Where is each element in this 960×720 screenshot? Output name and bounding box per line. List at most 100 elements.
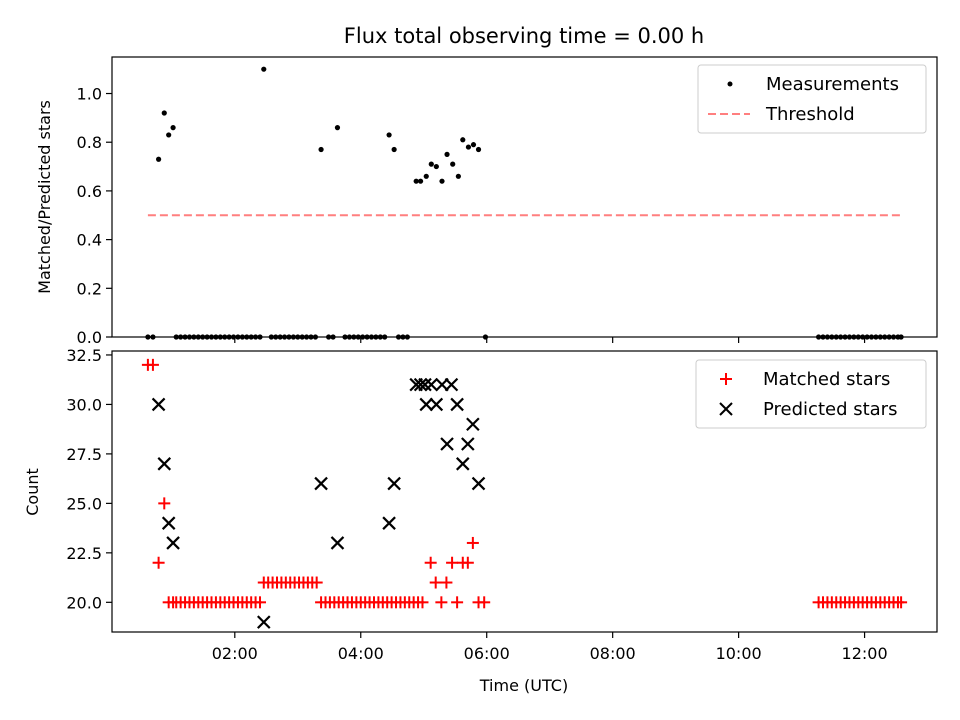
predicted-star-point [413,377,428,392]
measurements-legend-marker [727,81,733,87]
measurement-point [465,144,472,150]
bottom-y-tick-label: 27.5 [66,445,102,464]
bottom-y-tick-label: 32.5 [66,346,102,365]
bottom-legend: Matched stars Predicted stars [695,359,927,429]
measurement-point [428,161,434,167]
bottom-y-axis-label: Count [23,468,42,516]
bottom-y-tick-label: 25.0 [66,494,102,513]
measurement-point [161,110,167,116]
measurement-point [444,151,450,157]
matched-star-point [466,536,479,549]
top-y-tick-label: 0.4 [77,231,102,250]
top-y-tick-label: 0.0 [77,328,102,347]
matched-star-point [478,596,491,609]
bottom-x-axis-label: Time (UTC) [479,676,568,695]
bottom-axes-frame [111,350,938,633]
top-panel: 0.0 0.2 0.4 0.6 0.8 1.0 Matched/Predicted sta… [35,56,938,347]
bottom-panel: 20.0 22.5 25.0 27.5 30.0 32.5 02:00 04:00 06:00… [23,346,938,695]
predicted-star-point [166,536,180,550]
predicted-star-point [450,397,464,412]
predicted-legend-label: Predicted stars [763,399,897,420]
matched-star-point [253,596,266,609]
bottom-legend-box [695,359,927,429]
bottom-x-tick-label: 12:00 [842,644,888,663]
matched-star-point [446,556,459,569]
measurement-point [166,132,172,138]
measurement-point [261,66,267,72]
matched-star-point [451,596,464,609]
matched-legend-marker [720,373,732,385]
predicted-star-point [471,476,486,491]
matched-stars-layer [141,358,908,609]
matched-star-point [158,497,171,510]
predicted-star-point [418,377,432,392]
bottom-x-ticks: 02:00 04:00 06:00 08:00 10:00 12:00 [212,632,888,663]
matched-legend-label: Matched stars [763,369,890,390]
bottom-x-tick-label: 04:00 [338,644,384,663]
matched-star-point [146,358,159,371]
matched-star-point [416,596,429,609]
measurement-point [334,125,341,131]
predicted-star-point [444,377,459,392]
predicted-star-point [424,377,439,392]
matched-star-point [310,576,323,589]
bottom-x-tick-label: 02:00 [212,644,258,663]
predicted-star-point [382,516,396,530]
bottom-x-tick-label: 10:00 [716,644,762,663]
matched-star-point [440,576,453,589]
predicted-star-point [466,417,480,431]
top-y-tick-label: 0.2 [77,279,102,298]
bottom-y-tick-label: 22.5 [66,544,102,563]
predicted-legend-marker [719,402,733,416]
predicted-stars-layer [151,377,486,629]
matched-star-point [424,556,437,569]
matched-star-point [461,556,474,569]
predicted-star-point [387,476,401,491]
measurement-point [413,178,419,184]
top-y-ticks: 0.0 0.2 0.4 0.6 0.8 1.0 [77,85,112,347]
bottom-x-tick-label: 06:00 [464,644,510,663]
measurement-point [156,156,162,162]
top-y-axis-label: Matched/Predicted stars [35,100,54,294]
predicted-star-point [161,516,176,530]
predicted-star-point [151,397,166,412]
measurement-point [470,142,477,148]
measurement-point [455,173,461,179]
measurement-point [318,146,324,153]
measurement-point [475,146,482,153]
threshold-legend-label: Threshold [765,104,855,125]
predicted-star-point [456,457,470,471]
measurements-legend-label: Measurements [766,74,899,95]
measurement-point [460,137,466,143]
top-chart-title: Flux total observing time = 0.00 h [344,24,704,48]
predicted-star-point [157,457,172,471]
measurement-point [423,173,429,179]
top-legend-box [697,64,927,134]
predicted-star-point [440,437,454,451]
measurement-point [391,146,397,153]
matched-star-point [429,576,442,589]
top-y-tick-label: 0.6 [77,182,102,201]
measurement-point [386,132,392,138]
bottom-y-tick-label: 30.0 [66,395,102,414]
top-y-tick-label: 0.8 [77,133,102,152]
measurement-point [450,161,456,167]
predicted-star-point [314,476,328,491]
measurement-point [439,178,445,184]
matched-star-point [435,596,448,609]
predicted-star-point [330,536,345,550]
top-y-tick-label: 1.0 [77,85,102,104]
predicted-star-point [256,615,271,629]
predicted-star-point [461,437,475,451]
predicted-star-point [419,397,434,412]
measurement-point [417,178,424,184]
bottom-x-tick-label: 08:00 [590,644,636,663]
matched-star-point [152,556,165,569]
bottom-y-tick-label: 20.0 [66,593,102,612]
measurement-point [170,125,176,131]
measurement-point [433,163,439,170]
top-legend: Measurements Threshold [697,64,927,134]
matched-star-point [895,596,908,609]
bottom-y-ticks: 20.0 22.5 25.0 27.5 30.0 32.5 [66,346,112,612]
